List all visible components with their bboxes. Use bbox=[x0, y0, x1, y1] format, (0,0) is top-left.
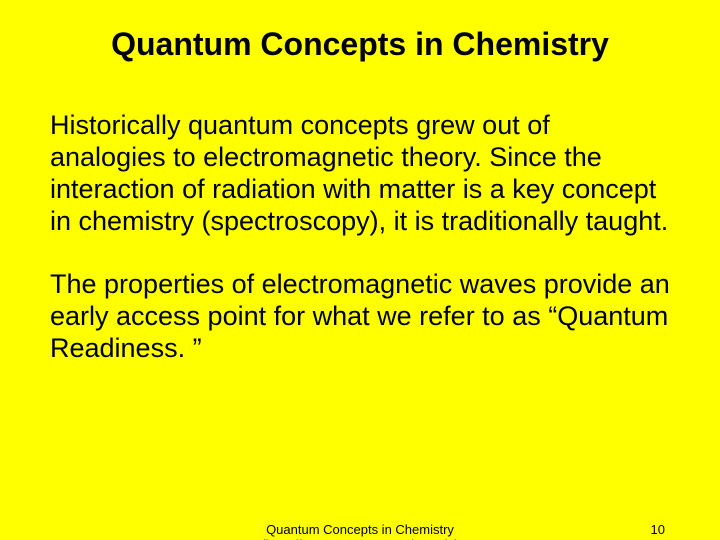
body-paragraph-1: Historically quantum concepts grew out o… bbox=[50, 110, 670, 237]
slide-title: Quantum Concepts in Chemistry bbox=[0, 26, 720, 63]
footer-center: Quantum Concepts in Chemistry (http: //q… bbox=[261, 522, 459, 540]
slide: Quantum Concepts in Chemistry Historical… bbox=[0, 0, 720, 540]
page-number: 10 bbox=[651, 522, 665, 537]
footer-title-line: Quantum Concepts in Chemistry bbox=[261, 522, 459, 537]
body-paragraph-2: The properties of electromagnetic waves … bbox=[50, 269, 670, 365]
slide-body: Historically quantum concepts grew out o… bbox=[50, 110, 670, 365]
